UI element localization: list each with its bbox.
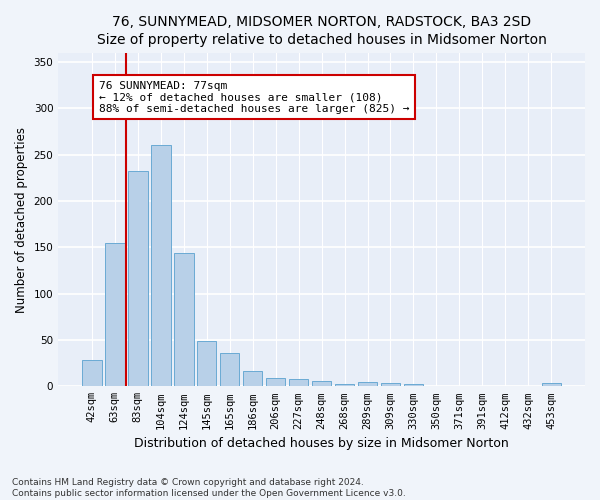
Bar (381, 382, 400, 386)
Bar (289, 379, 308, 386)
Bar (105, 242, 125, 386)
Bar (358, 382, 377, 386)
X-axis label: Distribution of detached houses by size in Midsomer Norton: Distribution of detached houses by size … (134, 437, 509, 450)
Bar (312, 380, 331, 386)
Bar (82, 360, 101, 386)
Bar (542, 382, 561, 386)
Bar (335, 384, 355, 386)
Bar (174, 253, 194, 386)
Bar (197, 341, 217, 386)
Text: Contains HM Land Registry data © Crown copyright and database right 2024.
Contai: Contains HM Land Registry data © Crown c… (12, 478, 406, 498)
Bar (128, 172, 148, 386)
Bar (220, 353, 239, 386)
Bar (266, 378, 286, 386)
Bar (151, 146, 170, 386)
Y-axis label: Number of detached properties: Number of detached properties (15, 126, 28, 312)
Text: 76 SUNNYMEAD: 77sqm
← 12% of detached houses are smaller (108)
88% of semi-detac: 76 SUNNYMEAD: 77sqm ← 12% of detached ho… (99, 80, 409, 114)
Bar (404, 384, 423, 386)
Title: 76, SUNNYMEAD, MIDSOMER NORTON, RADSTOCK, BA3 2SD
Size of property relative to d: 76, SUNNYMEAD, MIDSOMER NORTON, RADSTOCK… (97, 15, 547, 48)
Bar (243, 372, 262, 386)
